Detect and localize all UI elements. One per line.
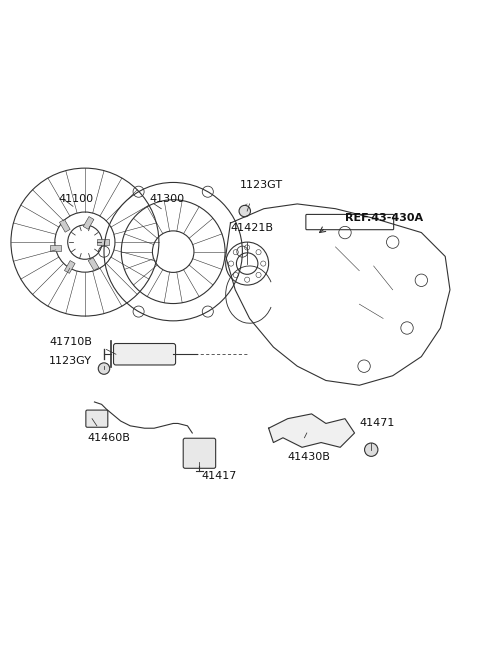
Text: 41417: 41417 — [202, 471, 237, 481]
Circle shape — [98, 363, 110, 375]
Text: 41100: 41100 — [59, 194, 94, 204]
Bar — [64, 260, 75, 274]
Text: 41300: 41300 — [149, 194, 184, 204]
Text: REF.43-430A: REF.43-430A — [345, 213, 423, 223]
Text: 1123GT: 1123GT — [240, 180, 283, 190]
Text: 41710B: 41710B — [49, 337, 92, 347]
Polygon shape — [269, 414, 355, 447]
Text: 41421B: 41421B — [230, 222, 274, 233]
Bar — [50, 245, 61, 251]
Bar — [83, 216, 94, 230]
Bar — [97, 239, 108, 245]
Text: 41460B: 41460B — [87, 432, 130, 443]
Text: 41430B: 41430B — [288, 451, 331, 462]
FancyBboxPatch shape — [86, 410, 108, 427]
Bar — [88, 258, 99, 270]
Text: 1123GY: 1123GY — [49, 356, 92, 366]
Bar — [60, 219, 70, 232]
FancyBboxPatch shape — [114, 344, 176, 365]
Text: 41471: 41471 — [360, 419, 395, 428]
Circle shape — [239, 205, 251, 216]
Circle shape — [364, 443, 378, 457]
FancyBboxPatch shape — [183, 438, 216, 468]
